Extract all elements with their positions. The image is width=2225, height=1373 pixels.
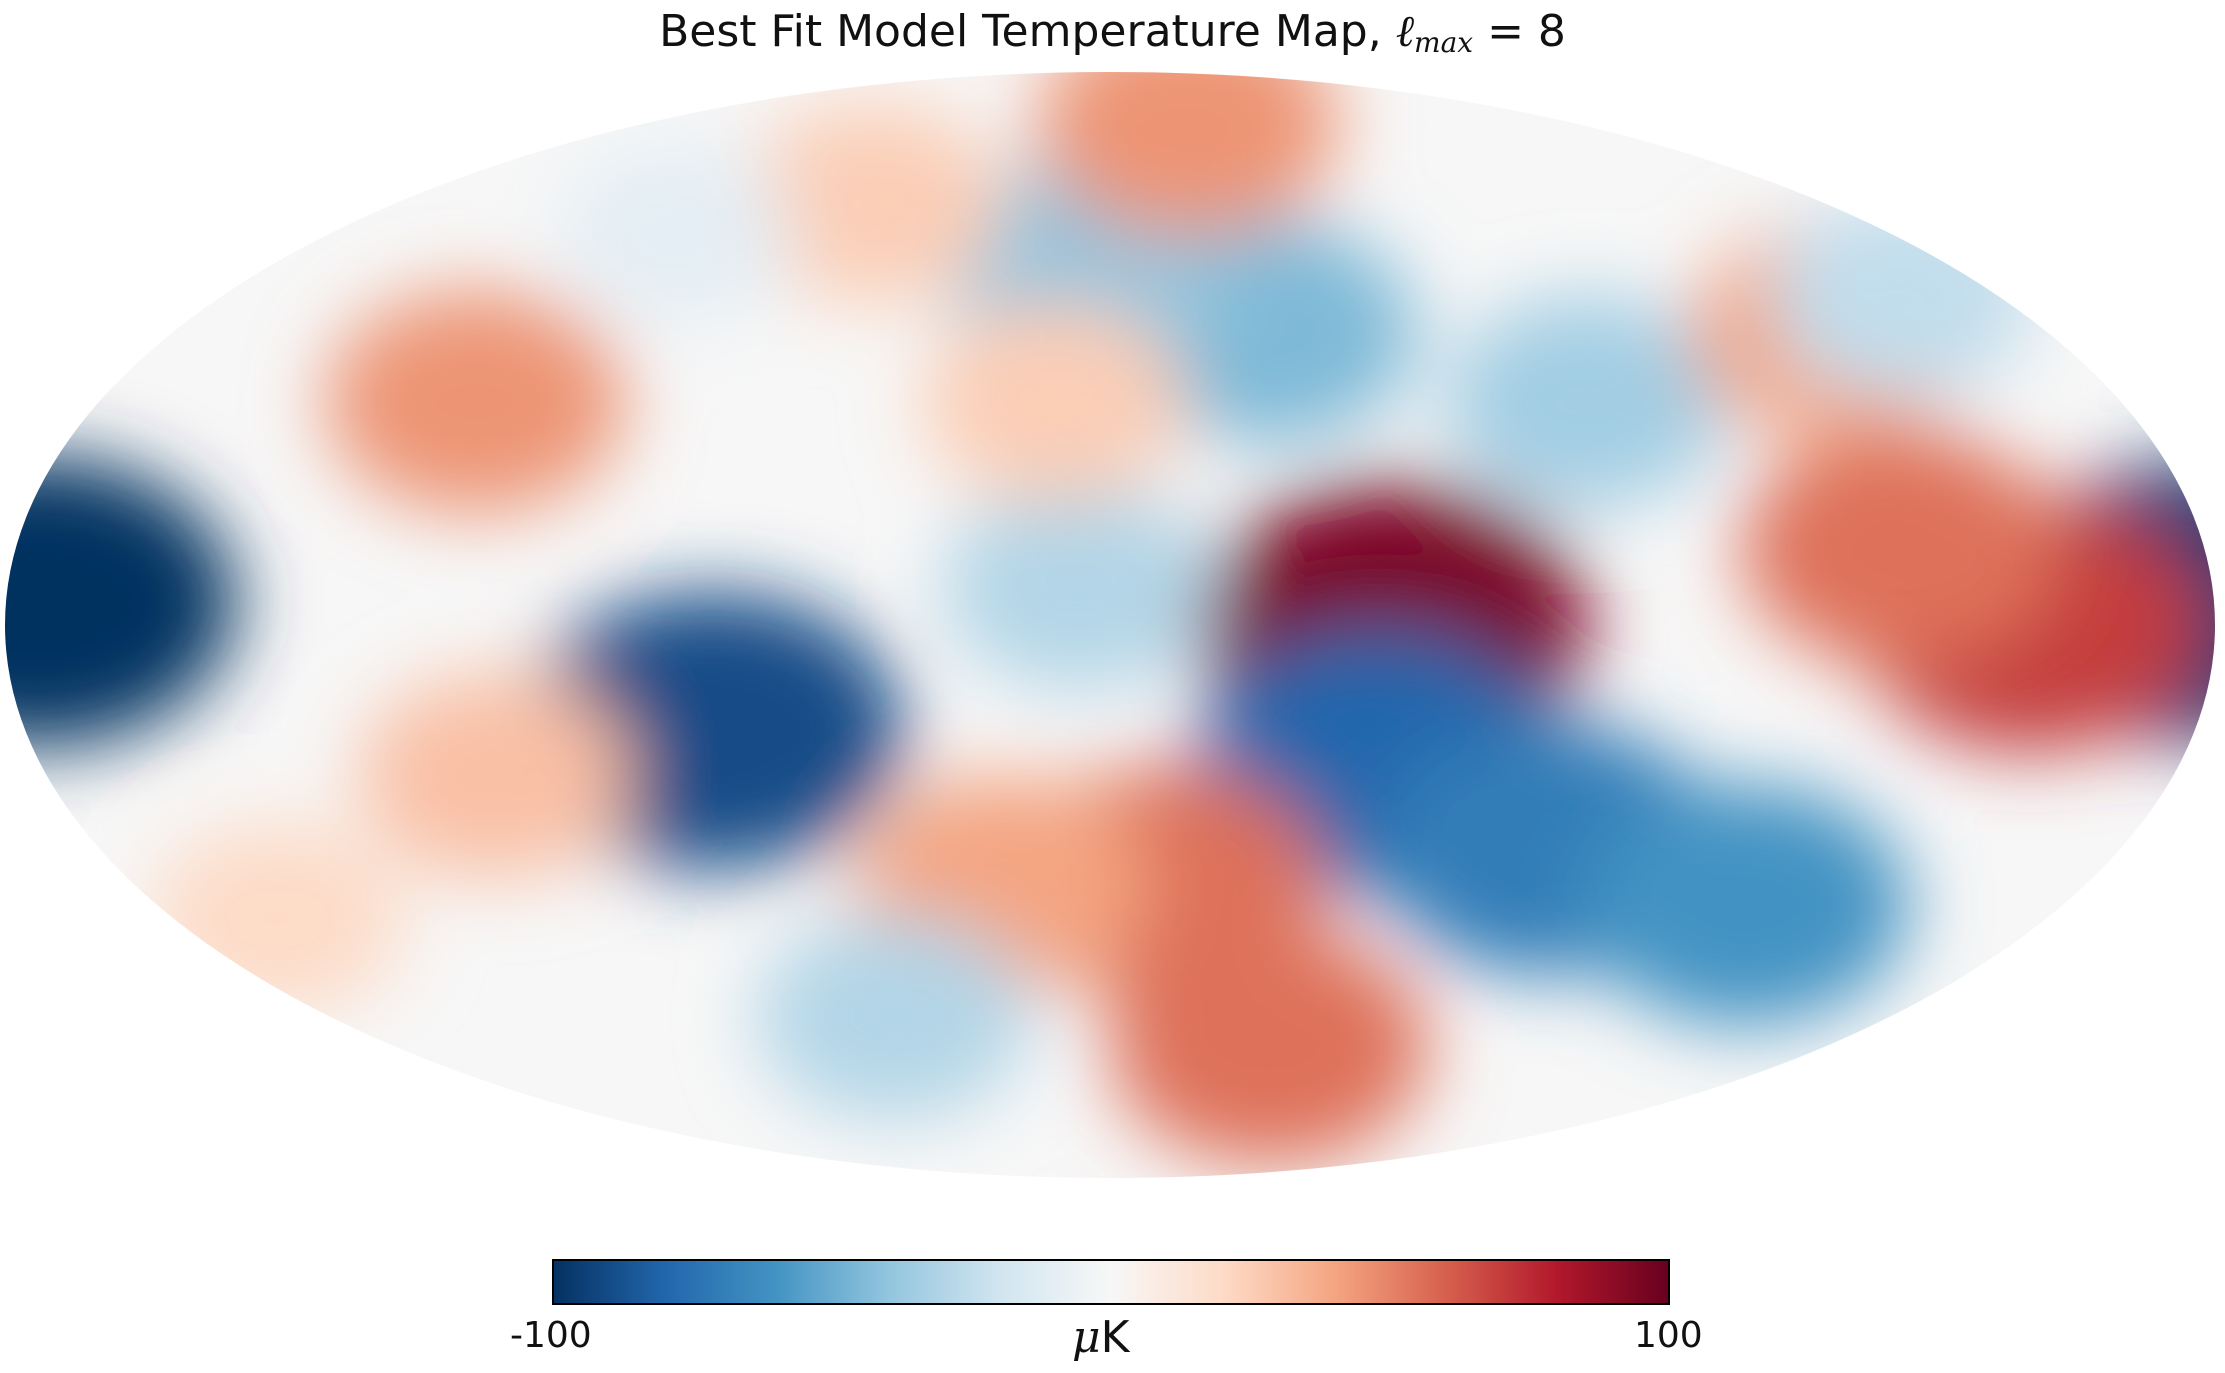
ell-subscript: max <box>1414 26 1474 59</box>
temperature-feature-19 <box>921 301 1187 502</box>
colorbar-unit-label: μK <box>1072 1312 1129 1363</box>
chart-title-math: ℓmax <box>1395 6 1474 59</box>
temperature-feature-21 <box>739 103 1005 304</box>
temperature-feature-9 <box>942 484 1217 691</box>
chart-title: Best Fit Model Temperature Map, ℓmax = 8 <box>0 6 2225 59</box>
chart-title-rest: = 8 <box>1473 6 1566 57</box>
temperature-feature-24 <box>1769 197 2035 398</box>
colorbar-min-label: -100 <box>510 1315 592 1356</box>
temperature-feature-20 <box>1037 72 1339 236</box>
temperature-feature-25 <box>149 821 406 1016</box>
colorbar <box>552 1259 1670 1305</box>
temperature-feature-17 <box>324 289 626 514</box>
temperature-feature-18 <box>358 672 633 879</box>
temperature-feature-23 <box>557 142 796 325</box>
ell-symbol: ℓ <box>1395 6 1415 57</box>
colorbar-unit-text: K <box>1100 1312 1130 1363</box>
temperature-feature-0 <box>5 457 237 748</box>
temperature-feature-22 <box>756 913 1031 1120</box>
colorbar-unit-symbol: μ <box>1072 1312 1101 1363</box>
temperature-feature-12 <box>1741 431 2061 668</box>
colorbar-max-label: 100 <box>1634 1315 1703 1356</box>
temperature-feature-10 <box>1445 295 1729 508</box>
temperature-feature-6 <box>1581 783 1910 1026</box>
chart-title-text: Best Fit Model Temperature Map, <box>659 6 1396 57</box>
